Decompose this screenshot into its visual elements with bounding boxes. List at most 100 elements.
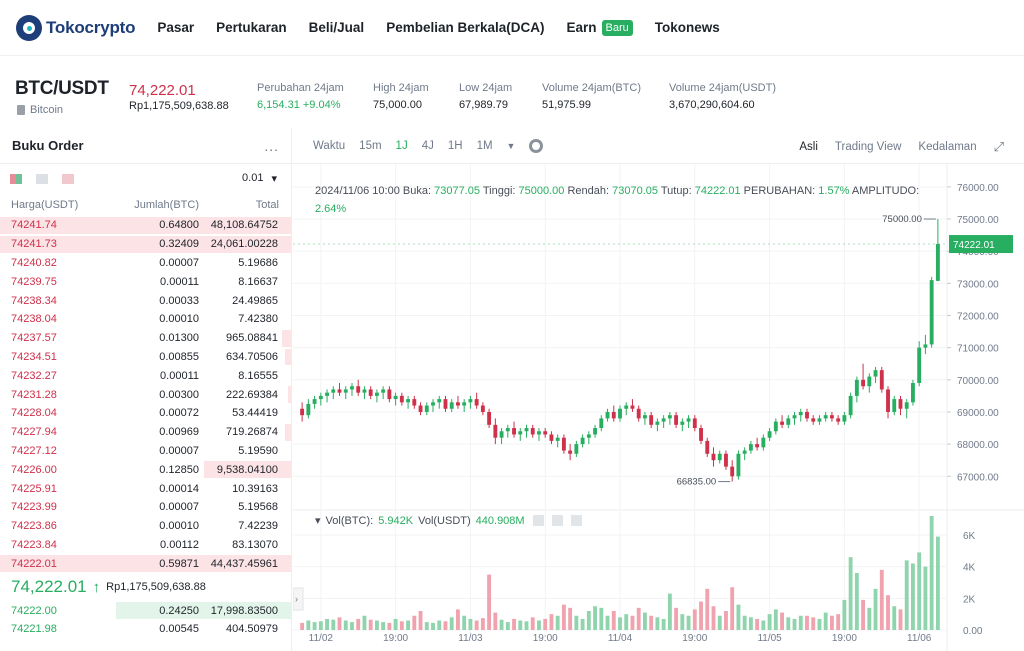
last-price: 74,222.01	[129, 82, 196, 99]
mid-price-idr: Rp1,175,509,638.88	[106, 581, 206, 594]
layout-both-icon[interactable]	[10, 174, 22, 184]
ask-row[interactable]: 74234.51 0.00855 634.70506	[0, 348, 291, 367]
ask-row[interactable]: 74241.74 0.64800 48,108.64752	[0, 216, 291, 235]
gear-icon[interactable]	[529, 138, 544, 153]
bid-row[interactable]: 74222.00 0.24250 17,998.83500	[0, 601, 291, 620]
interval-15m[interactable]: 15m	[359, 139, 382, 152]
ask-row[interactable]: 74223.84 0.00112 83.13070	[0, 536, 291, 555]
volume-bar	[449, 617, 454, 630]
nav-link-pasar[interactable]: Pasar	[157, 20, 195, 35]
ask-row[interactable]: 74225.91 0.00014 10.39163	[0, 479, 291, 498]
interval-1h[interactable]: 1H	[447, 139, 463, 152]
ask-row[interactable]: 74238.04 0.00010 7.42380	[0, 310, 291, 329]
ask-row[interactable]: 74223.99 0.00007 5.19568	[0, 498, 291, 517]
bid-row[interactable]: 74221.98 0.00545 404.50979	[0, 620, 291, 639]
candlestick-chart[interactable]: 76000.0075000.0074000.0073000.0072000.00…	[293, 164, 1024, 651]
ask-row[interactable]: 74223.86 0.00010 7.42239	[0, 517, 291, 536]
candle-body	[374, 392, 379, 396]
volume-bar	[686, 615, 691, 630]
volume-bar	[480, 618, 485, 630]
layout-asks-icon[interactable]	[62, 174, 74, 184]
info-low-label: Rendah:	[567, 185, 610, 197]
volume-bar	[842, 599, 847, 630]
ask-row[interactable]: 74228.04 0.00072 53.44419	[0, 404, 291, 423]
row-amount: 0.00300	[159, 388, 199, 401]
volume-bar	[374, 620, 379, 630]
layout-bids-icon[interactable]	[36, 174, 48, 184]
ask-row[interactable]: 74241.73 0.32409 24,061.00228	[0, 235, 291, 254]
logo-text: Tokocrypto	[46, 17, 136, 37]
price-tick-label: 68000.00	[957, 440, 999, 451]
order-book-tools: 0.01 ▾	[0, 164, 291, 194]
more-options-icon[interactable]: ...	[264, 137, 279, 154]
volume-bar	[605, 615, 610, 630]
candle-body	[935, 244, 940, 281]
candle-body	[456, 402, 460, 406]
candle-body	[493, 424, 498, 438]
volume-bar	[879, 569, 884, 630]
ask-row[interactable]: 74238.34 0.00033 24.49865	[0, 291, 291, 310]
interval-4j[interactable]: 4J	[421, 139, 434, 152]
row-price: 74227.12	[11, 444, 57, 457]
nav-link-beli-jual[interactable]: Beli/Jual	[308, 20, 365, 35]
candle-body	[742, 450, 747, 454]
precision-select[interactable]: 0.01 ▾	[242, 172, 277, 185]
candle-body	[300, 408, 305, 416]
top-navigation: Tokocrypto Pasar Pertukaran Beli/Jual Pe…	[0, 0, 1024, 56]
depth-bar	[203, 461, 291, 479]
volume-bar	[555, 615, 560, 630]
price-tick-label: 76000.00	[957, 183, 999, 194]
ticker-bar: BTC/USDT Bitcoin 74,222.01 Rp1,175,509,6…	[0, 70, 1024, 122]
ask-row[interactable]: 74227.12 0.00007 5.19590	[0, 442, 291, 461]
tab-asli[interactable]: Asli	[799, 141, 818, 153]
depth-bar	[116, 602, 291, 619]
volume-bar	[798, 615, 803, 630]
ask-row[interactable]: 74232.27 0.00011 8.16555	[0, 366, 291, 385]
row-amount: 0.00010	[159, 520, 199, 533]
nav-link-tokonews[interactable]: Tokonews	[654, 20, 720, 35]
candle-body	[630, 405, 635, 409]
ask-row[interactable]: 74240.82 0.00007 5.19686	[0, 254, 291, 273]
tokocrypto-logo[interactable]: Tokocrypto	[16, 14, 136, 41]
candle-body	[337, 389, 342, 393]
expand-icon[interactable]: ⤢	[993, 139, 1004, 154]
volume-bar	[780, 612, 784, 630]
ask-row[interactable]: 74222.01 0.59871 44,437.45961	[0, 554, 291, 573]
logo-mark-icon	[16, 14, 42, 41]
volume-bar	[898, 609, 903, 630]
row-total: 10.39163	[232, 482, 278, 495]
candle-body	[805, 411, 809, 419]
candle-body	[873, 370, 878, 377]
pair-title[interactable]: BTC/USDT	[15, 78, 109, 99]
ask-row[interactable]: 74231.28 0.00300 222.69384	[0, 385, 291, 404]
volume-collapse-icon[interactable]: ▾	[315, 515, 321, 527]
tab-trading-view[interactable]: Trading View	[834, 141, 902, 153]
volume-bar	[580, 618, 585, 630]
volume-tick-label: 6K	[963, 531, 976, 542]
volume-hide-icon[interactable]	[551, 515, 563, 526]
candle-body	[674, 415, 679, 425]
price-tick-label: 75000.00	[957, 215, 999, 226]
interval-1m[interactable]: 1M	[476, 139, 493, 152]
nav-link-dca[interactable]: Pembelian Berkala(DCA)	[386, 20, 545, 35]
chevron-down-icon: ▾	[271, 173, 277, 185]
ask-row[interactable]: 74227.94 0.00969 719.26874	[0, 423, 291, 442]
volume-bar	[300, 622, 305, 630]
nav-link-earn[interactable]: Earn Baru	[567, 19, 633, 36]
volume-close-icon[interactable]	[570, 515, 582, 526]
row-total: 53.44419	[232, 407, 278, 420]
row-price: 74223.99	[11, 501, 57, 514]
nav-link-pertukaran[interactable]: Pertukaran	[216, 20, 287, 35]
interval-1j[interactable]: 1J	[395, 139, 408, 152]
volume-bar	[836, 614, 841, 630]
time-tick-label: 11/03	[458, 633, 483, 644]
tab-kedalaman[interactable]: Kedalaman	[918, 141, 977, 153]
volume-bar	[792, 618, 797, 630]
ask-row[interactable]: 74237.57 0.01300 965.08841	[0, 329, 291, 348]
more-intervals-chevron-icon[interactable]: ▼	[506, 140, 516, 151]
ask-row[interactable]: 74226.00 0.12850 9,538.04100	[0, 460, 291, 479]
volume-bar	[443, 621, 448, 630]
volume-settings-icon[interactable]	[532, 515, 544, 526]
candle-body	[861, 379, 866, 387]
ask-row[interactable]: 74239.75 0.00011 8.16637	[0, 272, 291, 291]
